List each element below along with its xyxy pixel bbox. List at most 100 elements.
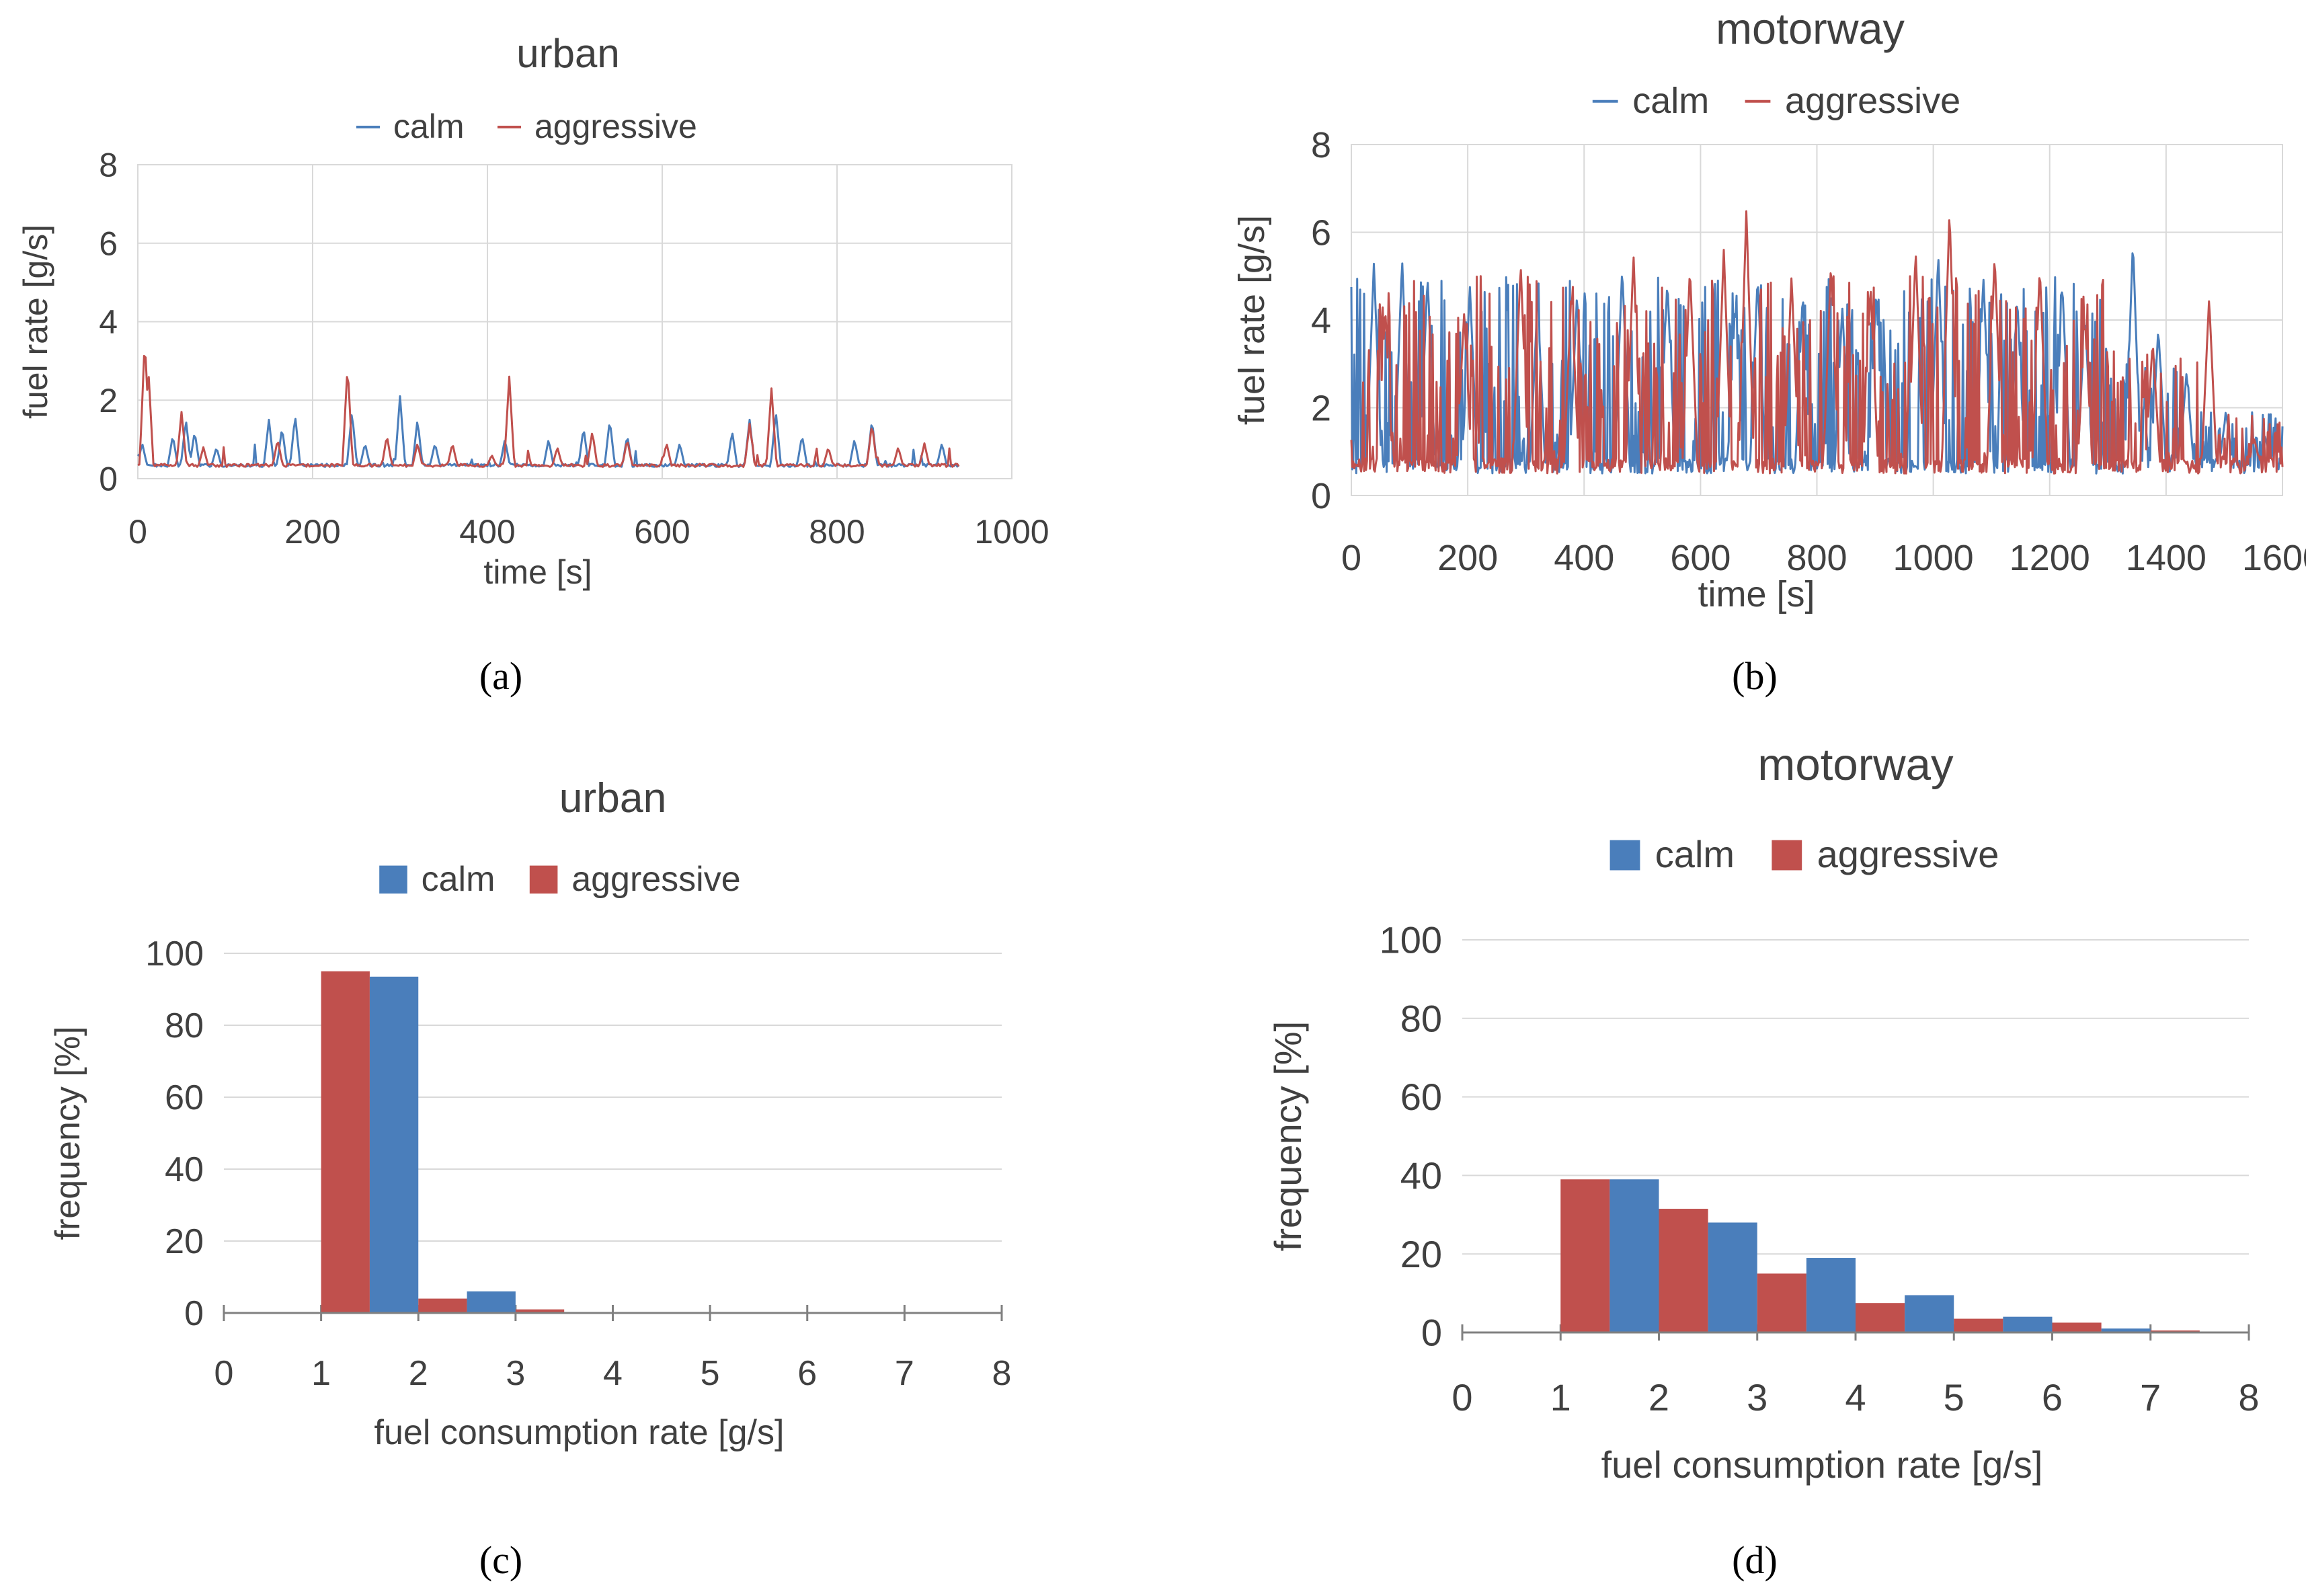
legend-swatch-aggressive: [1772, 840, 1802, 871]
x-tick-label: 200: [1437, 538, 1498, 578]
x-tick-label: 4: [603, 1354, 623, 1393]
legend-label-calm: calm: [1655, 833, 1735, 875]
chart-a-urban-time-series: 0 2 4 6 8 0 200 400 600 800 1000 urban calm aggressiv…: [17, 31, 1049, 698]
y-tick-label: 6: [99, 225, 118, 262]
chart-c-urban-histogram: 0 20 40 60 80 100 0 1 2 3 4 5 6 7 8 urban calm aggressive…: [48, 775, 1011, 1582]
x-tick-label: 1600: [2242, 538, 2306, 578]
y-tick-label: 80: [165, 1006, 204, 1045]
x-tick-label: 2: [409, 1354, 428, 1393]
x-tick-label: 0: [214, 1354, 234, 1393]
y-tick-label: 8: [99, 147, 118, 184]
chart-title: urban: [559, 775, 667, 822]
y-tick-label: 2: [1311, 388, 1331, 428]
panel-label: (c): [479, 1538, 522, 1582]
x-axis-label: time [s]: [1698, 574, 1815, 614]
y-tick-label: 6: [1311, 212, 1331, 253]
x-tick-label: 7: [2140, 1376, 2161, 1419]
y-tick-label: 4: [1311, 301, 1331, 341]
series-line-calm: [136, 395, 959, 468]
x-tick-label: 600: [1670, 538, 1731, 578]
x-tick-label: 1200: [2010, 538, 2090, 578]
y-tick-label: 20: [165, 1222, 204, 1261]
y-tick-label: 100: [1380, 919, 1442, 961]
y-tick-label: 80: [1400, 997, 1442, 1039]
bar-calm-bin-3-4: [1806, 1258, 1856, 1332]
x-axis-label: fuel consumption rate [g/s]: [1601, 1443, 2043, 1486]
bar-aggressive-bin-5-6: [1954, 1318, 2003, 1332]
y-tick-label: 60: [165, 1078, 204, 1117]
y-axis-label: frequency [%]: [1267, 1021, 1309, 1251]
x-tick-label: 0: [1341, 538, 1361, 578]
x-tick-label: 5: [701, 1354, 720, 1393]
x-tick-label: 400: [1554, 538, 1614, 578]
x-tick-label: 400: [459, 513, 515, 551]
bar-calm-bin-1-2: [1609, 1179, 1659, 1332]
y-tick-label: 20: [1400, 1233, 1442, 1275]
x-tick-label: 0: [128, 513, 147, 551]
y-tick-label: 100: [145, 934, 204, 973]
panel-label: (d): [1732, 1538, 1778, 1582]
chart-title: motorway: [1716, 4, 1905, 53]
x-axis-label: time [s]: [483, 553, 592, 591]
y-tick-label: 4: [99, 303, 118, 341]
plot-area-border: [137, 164, 1012, 479]
bar-aggressive-bin-6-7: [2052, 1322, 2102, 1332]
x-tick-label: 1000: [974, 513, 1049, 551]
x-tick-label: 6: [2042, 1376, 2063, 1419]
chart-title: urban: [516, 31, 619, 76]
chart-b-motorway-time-series: 0 2 4 6 8 0 200 400 600 800 1000 1200 1400 1600 motorw…: [1232, 4, 2306, 698]
y-axis-label: frequency [%]: [48, 1027, 87, 1240]
bar-calm-bin-2-3: [1708, 1222, 1757, 1332]
panel-label: (b): [1732, 654, 1778, 698]
y-tick-label: 0: [1311, 476, 1331, 516]
bar-aggressive-bin-2-3: [418, 1298, 467, 1313]
y-tick-label: 2: [99, 382, 118, 420]
y-tick-label: 40: [165, 1150, 204, 1189]
legend-label-aggressive: aggressive: [571, 860, 740, 899]
x-tick-label: 2: [1648, 1376, 1669, 1419]
y-axis-label: fuel rate [g/s]: [17, 225, 54, 419]
y-tick-label: 0: [184, 1294, 204, 1333]
bar-aggressive-bin-2-3: [1659, 1209, 1708, 1332]
bar-aggressive-bin-3-4: [515, 1309, 565, 1313]
x-tick-label: 8: [992, 1354, 1012, 1393]
y-tick-label: 0: [99, 461, 118, 498]
bar-calm-bin-4-5: [1905, 1295, 1954, 1332]
bar-aggressive-bin-4-5: [1856, 1303, 1905, 1332]
bar-calm-bin-6-7: [2101, 1328, 2151, 1332]
x-tick-label: 0: [1452, 1376, 1472, 1419]
legend-label-aggressive: aggressive: [1817, 833, 1999, 875]
y-tick-label: 0: [1421, 1312, 1442, 1354]
x-tick-label: 6: [797, 1354, 817, 1393]
x-tick-label: 4: [1845, 1376, 1866, 1419]
x-tick-label: 8: [2238, 1376, 2259, 1419]
x-tick-label: 3: [506, 1354, 525, 1393]
legend-label-calm: calm: [393, 108, 465, 145]
x-tick-label: 3: [1747, 1376, 1767, 1419]
bar-aggressive-bin-1-2: [1560, 1179, 1610, 1332]
x-axis-label: fuel consumption rate [g/s]: [374, 1413, 785, 1452]
panel-label: (a): [479, 654, 522, 698]
legend-swatch-calm: [379, 865, 407, 894]
x-tick-label: 1400: [2126, 538, 2206, 578]
series-line-aggressive: [137, 354, 960, 468]
bar-aggressive-bin-3-4: [1757, 1273, 1806, 1332]
series-line-aggressive: [1350, 210, 2284, 475]
x-tick-label: 600: [634, 513, 690, 551]
x-tick-label: 800: [809, 513, 865, 551]
y-tick-label: 40: [1400, 1154, 1442, 1197]
legend-swatch-calm: [1609, 840, 1640, 871]
x-tick-label: 200: [284, 513, 340, 551]
bar-calm-bin-5-6: [2003, 1316, 2053, 1332]
y-tick-label: 8: [1311, 125, 1331, 165]
chart-title: motorway: [1757, 740, 1954, 790]
y-axis-label: fuel rate [g/s]: [1232, 215, 1272, 425]
bar-aggressive-bin-1-2: [321, 971, 370, 1313]
bar-calm-bin-1-2: [369, 976, 419, 1313]
series-line-calm: [1350, 252, 2284, 475]
x-tick-label: 800: [1786, 538, 1847, 578]
x-tick-label: 5: [1944, 1376, 1964, 1419]
y-tick-label: 60: [1400, 1076, 1442, 1118]
legend-label-calm: calm: [422, 860, 495, 899]
